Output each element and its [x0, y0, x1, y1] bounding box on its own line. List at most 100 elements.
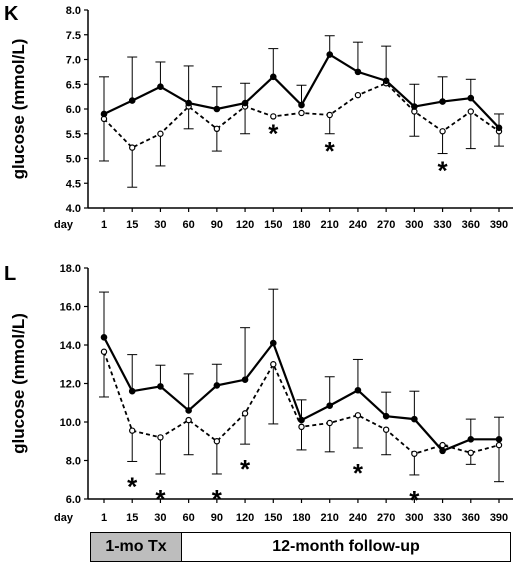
filled-point — [439, 98, 446, 105]
filled-point — [241, 376, 249, 383]
filled-point — [354, 386, 362, 394]
filled-point — [382, 412, 390, 420]
x-tick-label: 270 — [377, 512, 395, 524]
open-point — [354, 412, 362, 419]
y-tick-label: 4.0 — [66, 203, 81, 215]
open-point — [185, 416, 192, 424]
open-point — [241, 410, 249, 417]
y-axis-label: glucose (mmol/L) — [9, 39, 28, 180]
open-point — [298, 423, 305, 431]
open-point — [270, 113, 277, 120]
filled-point — [467, 94, 475, 102]
y-tick-label: 6.0 — [66, 104, 81, 116]
x-tick-label: 150 — [264, 219, 282, 231]
filled-point — [128, 97, 136, 104]
filled-point — [241, 99, 249, 107]
x-tick-label: 270 — [377, 219, 395, 231]
significance-asterisk: * — [353, 458, 364, 488]
open-point — [129, 427, 136, 434]
open-point — [157, 130, 164, 137]
x-tick-label: 30 — [154, 512, 166, 524]
y-tick-label: 12.0 — [60, 379, 81, 391]
followup-label: 12-month follow-up — [272, 538, 420, 555]
y-tick-label: 7.5 — [66, 30, 81, 42]
treatment-label: 1-mo Tx — [105, 538, 167, 555]
panel-letter: K — [4, 3, 19, 25]
filled-point — [495, 124, 503, 132]
filled-point — [213, 105, 221, 113]
x-tick-label: 30 — [154, 219, 166, 231]
significance-asterisk: * — [212, 484, 223, 514]
open-point — [157, 434, 164, 441]
filled-point — [298, 101, 305, 109]
y-tick-label: 8.0 — [66, 456, 81, 468]
x-tick-label: 120 — [236, 512, 254, 524]
filled-point — [495, 436, 503, 443]
x-tick-label: 1 — [101, 512, 107, 524]
significance-asterisk: * — [155, 484, 166, 514]
x-tick-label: 300 — [405, 512, 423, 524]
y-tick-label: 6.5 — [66, 79, 81, 91]
followup-period-box: 12-month follow-up — [181, 532, 511, 562]
x-tick-label: 90 — [211, 512, 223, 524]
filled-point — [157, 383, 164, 390]
panel-letter: L — [4, 263, 16, 285]
x-axis-label: day — [54, 512, 74, 524]
x-tick-label: 15 — [126, 512, 138, 524]
filled-point — [382, 77, 390, 85]
open-point — [298, 109, 305, 117]
filled-point — [269, 339, 277, 347]
x-tick-label: 1 — [101, 219, 107, 231]
filled-point — [411, 103, 418, 110]
filled-point — [213, 382, 221, 389]
filled-point — [157, 83, 164, 91]
x-tick-label: 240 — [349, 219, 367, 231]
significance-asterisk: * — [240, 454, 251, 484]
open-point — [411, 450, 418, 457]
significance-asterisk: * — [438, 156, 449, 186]
x-tick-label: 390 — [490, 512, 508, 524]
y-tick-label: 4.5 — [66, 178, 81, 190]
open-point — [439, 441, 446, 449]
x-tick-label: 150 — [264, 512, 282, 524]
x-tick-label: 300 — [405, 219, 423, 231]
y-tick-label: 7.0 — [66, 55, 81, 67]
x-tick-label: 180 — [292, 512, 310, 524]
treatment-period-box: 1-mo Tx — [90, 532, 182, 562]
open-point — [467, 108, 474, 115]
filled-point — [411, 415, 418, 423]
filled-point — [467, 436, 475, 443]
y-axis-label: glucose (mmol/L) — [9, 313, 28, 454]
filled-point — [128, 387, 136, 395]
y-tick-label: 5.5 — [66, 129, 81, 141]
x-tick-label: 60 — [183, 219, 195, 231]
significance-asterisk: * — [409, 485, 420, 515]
x-axis-label: day — [54, 219, 74, 231]
significance-asterisk: * — [268, 118, 279, 148]
open-point — [382, 426, 390, 433]
significance-asterisk: * — [127, 471, 138, 501]
open-point — [213, 125, 221, 133]
x-tick-label: 60 — [183, 512, 195, 524]
x-tick-label: 90 — [211, 219, 223, 231]
y-tick-label: 6.0 — [66, 494, 81, 506]
significance-asterisk: * — [325, 136, 336, 166]
open-point — [467, 449, 474, 456]
filled-point — [185, 407, 192, 414]
x-tick-label: 390 — [490, 219, 508, 231]
y-tick-label: 16.0 — [60, 302, 81, 314]
x-tick-label: 330 — [433, 512, 451, 524]
filled-point — [326, 51, 334, 58]
filled-point — [354, 68, 362, 76]
y-tick-label: 5.0 — [66, 154, 81, 166]
filled-point — [269, 73, 277, 81]
open-point — [326, 111, 333, 119]
x-tick-label: 210 — [321, 512, 339, 524]
x-tick-label: 210 — [321, 219, 339, 231]
open-point — [213, 438, 221, 445]
y-tick-label: 18.0 — [60, 263, 81, 275]
open-point — [439, 128, 446, 135]
